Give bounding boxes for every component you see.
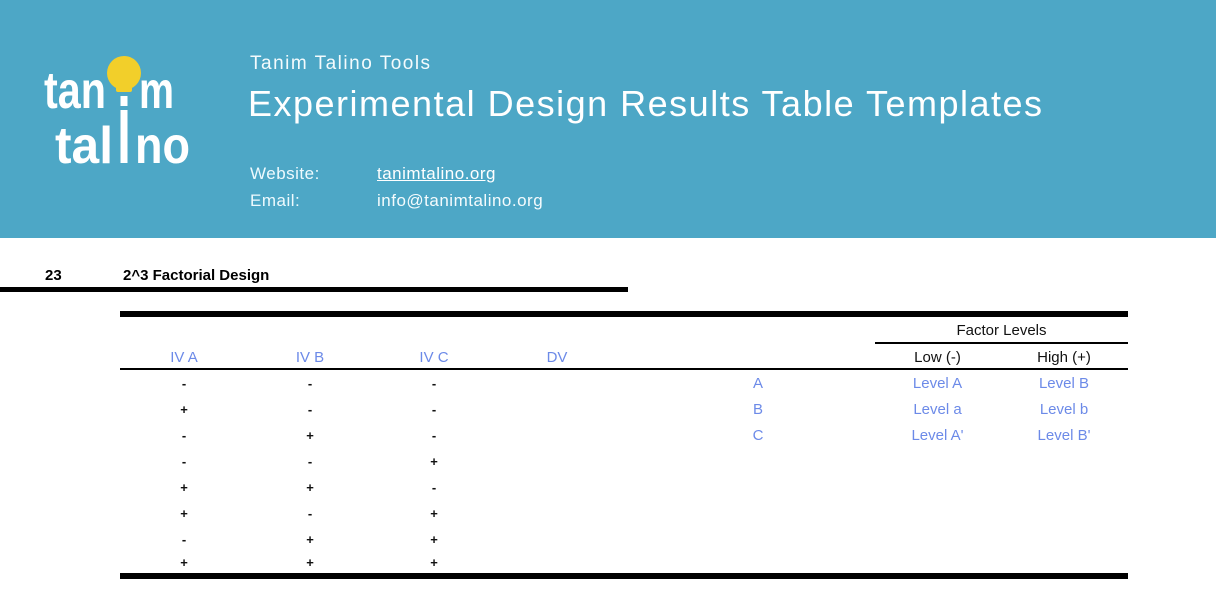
run-cell: -: [307, 506, 313, 521]
factor-name: C: [752, 427, 764, 444]
run-cell: +: [306, 428, 314, 443]
run-cell: -: [181, 428, 187, 443]
website-label: Website:: [250, 164, 320, 183]
section-underline: [0, 287, 628, 292]
run-cell: +: [180, 480, 188, 495]
run-cell: -: [307, 402, 313, 417]
factor-high-level: Level B': [1037, 427, 1091, 444]
run-cell: +: [180, 555, 188, 570]
run-cell: +: [180, 506, 188, 521]
brand-subtitle: Tanim Talino Tools: [250, 53, 432, 74]
table-header-underline: [120, 368, 1128, 370]
website-link[interactable]: tanimtalino.org: [377, 164, 497, 183]
run-cell: -: [307, 376, 313, 391]
col-header-dv: DV: [546, 349, 568, 366]
contact-block: Website: tanimtalino.org Email: info@tan…: [250, 160, 543, 214]
table-top-border: [120, 311, 1128, 317]
email-value: info@tanimtalino.org: [377, 191, 544, 210]
run-cell: -: [431, 402, 437, 417]
factor-low-level: Level A': [911, 427, 964, 444]
factor-name: B: [752, 401, 763, 418]
contact-website-row: Website: tanimtalino.org: [250, 160, 543, 187]
factor-levels-header: Factor Levels: [956, 322, 1047, 339]
section-number: 23: [45, 267, 62, 284]
col-header-low: Low (-): [914, 349, 961, 366]
factor-low-level: Level A: [912, 375, 963, 392]
run-cell: -: [307, 454, 313, 469]
run-cell: +: [430, 454, 438, 469]
logo-word2-right: no: [135, 117, 190, 165]
brand-logo: tan m tal no: [44, 56, 190, 165]
logo-word2-left: tal: [55, 117, 113, 165]
logo-i-stem: [120, 96, 128, 163]
run-cell: -: [181, 532, 187, 547]
table-row: - - - A Level A Level B: [120, 371, 1128, 397]
factor-high-level: Level b: [1039, 401, 1089, 418]
table-row: + + +: [120, 553, 1128, 573]
run-cell: +: [430, 555, 438, 570]
logo-word1-left: tan: [44, 62, 106, 120]
col-header-iv-a: IV A: [170, 349, 198, 366]
run-cell: -: [181, 376, 187, 391]
run-cell: -: [431, 428, 437, 443]
table-row: - + +: [120, 527, 1128, 553]
run-cell: +: [430, 506, 438, 521]
section-title: 2^3 Factorial Design: [123, 267, 270, 284]
logo-word1-right: m: [139, 62, 174, 120]
lightbulb-icon: [107, 56, 141, 92]
results-table: Factor Levels IV A IV B IV C DV Low (-) …: [120, 311, 1128, 579]
run-cell: +: [306, 480, 314, 495]
col-header-high: High (+): [1037, 349, 1091, 366]
table-row: - - +: [120, 449, 1128, 475]
col-header-iv-b: IV B: [295, 349, 325, 366]
col-header-iv-c: IV C: [419, 349, 449, 366]
table-row: - + - C Level A' Level B': [120, 423, 1128, 449]
run-cell: +: [306, 555, 314, 570]
table-row: + - - B Level a Level b: [120, 397, 1128, 423]
contact-email-row: Email: info@tanimtalino.org: [250, 187, 543, 214]
email-label: Email:: [250, 191, 301, 210]
page-title: Experimental Design Results Table Templa…: [248, 83, 1044, 124]
header-band: tan m tal no Tanim Talino Tools Experime…: [0, 0, 1216, 238]
table-bottom-border: [120, 573, 1128, 579]
run-cell: +: [306, 532, 314, 547]
table-row: + + -: [120, 475, 1128, 501]
run-cell: +: [180, 402, 188, 417]
run-cell: -: [181, 454, 187, 469]
run-cell: -: [431, 480, 437, 495]
run-cell: -: [431, 376, 437, 391]
factor-low-level: Level a: [913, 401, 962, 418]
factor-high-level: Level B: [1038, 375, 1090, 392]
factor-levels-underline: [875, 342, 1128, 344]
table-row: + - +: [120, 501, 1128, 527]
run-cell: +: [430, 532, 438, 547]
factor-name: A: [752, 375, 763, 392]
